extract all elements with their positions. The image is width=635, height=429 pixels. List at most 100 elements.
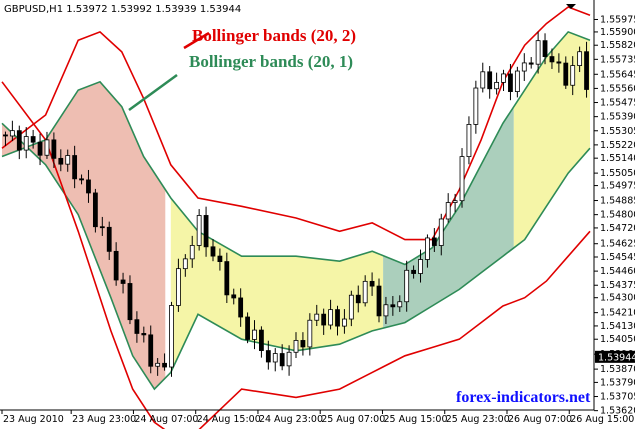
price-tick-label: 1.54300 [600,293,635,304]
price-tick-label: 1.55220 [600,140,635,151]
candle [189,235,195,268]
candle [245,312,250,344]
bb2-pointer-line [183,31,210,50]
candle [480,62,486,93]
candle [99,216,105,236]
candle [342,309,347,334]
price-tick-label: 1.53705 [600,392,635,403]
symbol-info: GBPUSD,H1 1.53972 1.53992 1.53939 1.5394… [4,4,241,15]
time-tick-label: 25 Aug 15:00 [383,414,447,425]
candle [155,358,161,376]
candle [570,56,576,96]
candle [286,345,292,376]
bb2-upper-line [1,6,591,241]
candle [44,131,50,159]
watermark: forex-indicators.net [456,389,591,406]
candle [162,353,167,371]
candle [577,46,583,72]
candle [203,206,209,257]
candle [210,239,216,262]
candle [182,254,188,277]
candle [425,234,430,268]
candle [141,326,147,343]
price-tick-label: 1.55390 [600,112,635,123]
candle [196,209,202,251]
candle [265,340,271,370]
price-tick-label: 1.53870 [600,364,635,375]
current-price-label: 1.53944 [595,350,635,363]
candle [473,80,479,134]
candle [390,296,396,316]
price-tick-label: 1.54885 [600,196,635,207]
bb1-lower-line [1,122,591,391]
candle [86,169,91,203]
price-tick-label: 1.55305 [600,126,635,137]
candle [252,320,257,350]
candle [30,129,36,149]
candle [272,348,278,372]
candle [411,265,417,279]
candle [445,193,451,223]
candle [148,325,154,374]
price-tick-label: 1.54545 [600,252,635,263]
candle [521,53,527,81]
candle [79,174,84,185]
price-tick-label: 1.55645 [600,69,635,80]
candle [51,132,57,168]
price-tick-label: 1.53790 [600,377,635,388]
price-tick-label: 1.54050 [600,334,635,345]
time-tick-label: 24 Aug 23:00 [259,414,323,425]
candle [508,63,513,101]
candle [397,295,403,312]
price-tick-label: 1.55560 [600,83,635,94]
candles [3,31,589,377]
candle [528,57,534,69]
chart-shift-marker-icon[interactable] [566,4,576,9]
candle [92,188,98,233]
candle [169,301,174,377]
price-tick-label: 1.54130 [600,321,635,332]
candle [438,213,444,256]
candle [431,228,437,252]
shade-pullback [513,31,590,248]
time-tick-label: 25 Aug 07:00 [321,414,385,425]
candle [134,311,140,343]
candle [300,332,306,356]
candle [175,258,181,312]
bb1-upper-line [1,30,591,266]
candle [9,120,15,142]
price-tick-label: 1.55475 [600,98,635,109]
price-tick-label: 1.54975 [600,181,635,192]
candle [328,299,333,330]
candle [542,33,548,65]
candle [37,133,43,166]
candle [584,41,589,98]
price-tick-label: 1.55820 [600,40,635,51]
candle [65,149,71,172]
candle [466,116,472,165]
candle [514,66,520,98]
candle [501,69,506,92]
time-tick-label: 23 Aug 2010 [3,414,64,425]
bollinger-bands [1,6,591,429]
price-tick-label: 1.53620 [600,406,635,417]
candle [549,48,555,69]
candle [307,313,313,356]
price-tick-label: 1.55900 [600,27,635,38]
candle [362,275,368,307]
candle [487,66,493,99]
candle [23,127,29,159]
price-tick-label: 1.55735 [600,54,635,65]
price-tick-label: 1.54375 [600,280,635,291]
candle [58,149,64,172]
bb1-label: Bollinger bands (20, 1) [189,52,353,71]
candle [418,249,423,283]
candle [106,221,112,260]
candle [369,272,375,296]
candle [224,252,230,304]
bb2-lower-line [1,81,591,429]
price-tick-label: 1.54460 [600,266,635,277]
candle [376,278,382,323]
